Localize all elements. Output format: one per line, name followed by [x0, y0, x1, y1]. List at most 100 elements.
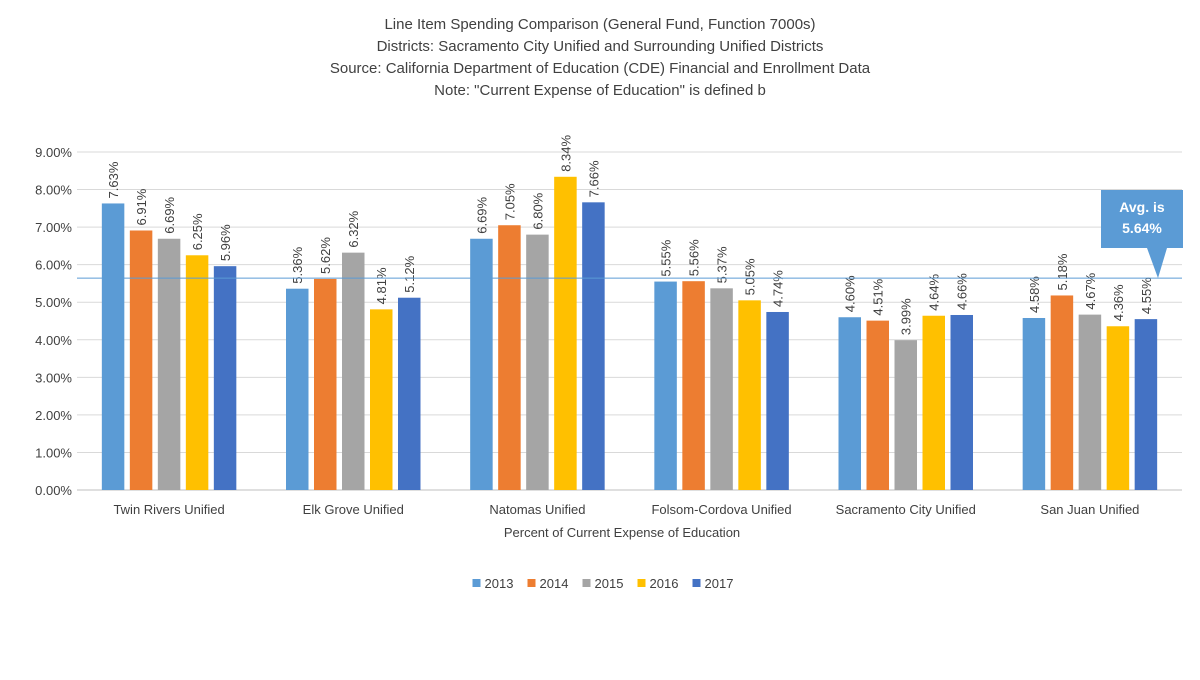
bar [498, 225, 521, 490]
legend-swatch [692, 579, 701, 587]
bar-value-label: 4.66% [955, 273, 970, 310]
x-tick-label: Folsom-Cordova Unified [651, 502, 791, 517]
average-callout-label: Avg. is [1119, 199, 1165, 215]
bar-value-label: 4.74% [771, 270, 786, 307]
y-tick-label: 4.00% [35, 333, 72, 348]
bars [101, 176, 1158, 491]
title-line-2: Districts: Sacramento City Unified and S… [377, 38, 824, 55]
bar-value-label: 5.37% [715, 246, 730, 283]
bar-value-label: 5.05% [743, 258, 758, 295]
bar [342, 252, 365, 490]
legend-swatch [527, 579, 536, 587]
bar [1078, 314, 1102, 490]
y-tick-label: 1.00% [35, 445, 72, 460]
y-tick-label: 6.00% [35, 258, 72, 273]
legend-label: 2015 [595, 576, 624, 591]
bar [526, 234, 549, 490]
bar [554, 176, 577, 490]
bar-value-label: 5.55% [659, 239, 674, 276]
bar [101, 203, 125, 490]
data-labels: 7.63% 6.91% 6.69% 6.25% 5.96% 5.36% 5.62% 6.32%… [106, 134, 1154, 335]
x-tick-label: Sacramento City Unified [836, 502, 976, 517]
x-tick-label: Twin Rivers Unified [113, 502, 224, 517]
bar-value-label: 7.63% [106, 161, 121, 198]
legend: 2013 2014 2015 2016 2017 [472, 576, 734, 591]
average-line-group: Avg. is 5.64% [77, 190, 1183, 279]
bar [1022, 317, 1046, 490]
bar-value-label: 5.36% [290, 246, 305, 283]
bar [838, 317, 861, 490]
bar [582, 202, 605, 490]
bar [213, 266, 237, 490]
bar [1050, 295, 1074, 490]
title-line-3: Source: California Department of Educati… [330, 60, 871, 77]
bar-value-label: 3.99% [899, 298, 914, 335]
bar-value-label: 6.69% [474, 196, 489, 233]
bar-value-label: 5.96% [218, 224, 233, 261]
y-tick-label: 8.00% [35, 183, 72, 198]
legend-label: 2014 [540, 576, 569, 591]
bar-value-label: 7.05% [502, 183, 517, 220]
x-axis: Twin Rivers Unified Elk Grove Unified Nato… [113, 502, 1139, 517]
bar-value-label: 7.66% [586, 160, 601, 197]
legend-swatch [472, 579, 481, 587]
bar [738, 300, 761, 490]
legend-swatch [582, 579, 591, 587]
average-callout [1101, 190, 1183, 279]
bar [894, 340, 917, 490]
y-axis: 0.00% 1.00% 2.00% 3.00% 4.00% 5.00% 6.00% 7.00%… [35, 145, 72, 498]
bar-value-label: 4.64% [927, 273, 942, 310]
y-tick-label: 0.00% [35, 483, 72, 498]
bar [654, 281, 677, 490]
bar [866, 320, 889, 490]
bar [470, 238, 493, 490]
bar-value-label: 4.58% [1027, 276, 1042, 313]
bar [157, 238, 181, 490]
x-tick-label: Elk Grove Unified [303, 502, 404, 517]
bar-value-label: 5.12% [402, 255, 417, 292]
bar [370, 309, 393, 490]
average-callout-label: 5.64% [1122, 220, 1162, 236]
legend-label: 2017 [705, 576, 734, 591]
bar-value-label: 8.34% [558, 134, 573, 171]
bar-value-label: 4.67% [1083, 272, 1098, 309]
bar-value-label: 4.51% [871, 278, 886, 315]
chart-title: Line Item Spending Comparison (General F… [330, 16, 871, 99]
bar-value-label: 5.56% [687, 239, 702, 276]
x-tick-label: Natomas Unified [489, 502, 585, 517]
bar [710, 288, 733, 490]
bar-value-label: 4.60% [843, 275, 858, 312]
bar [185, 255, 209, 490]
y-tick-label: 3.00% [35, 370, 72, 385]
x-axis-title: Percent of Current Expense of Education [504, 525, 740, 540]
y-tick-label: 9.00% [35, 145, 72, 160]
bar-value-label: 6.69% [162, 196, 177, 233]
legend-label: 2013 [485, 576, 514, 591]
bar [682, 281, 705, 490]
bar-value-label: 4.81% [374, 267, 389, 304]
x-tick-label: San Juan Unified [1040, 502, 1139, 517]
bar [129, 230, 153, 491]
bar [314, 278, 337, 490]
title-line-1: Line Item Spending Comparison (General F… [384, 16, 815, 33]
bar-value-label: 6.91% [134, 188, 149, 225]
bar-value-label: 5.62% [318, 237, 333, 274]
bar [1106, 326, 1130, 490]
bar [766, 311, 789, 490]
bar [922, 315, 945, 490]
bar-value-label: 6.25% [190, 213, 205, 250]
title-line-4: Note: "Current Expense of Education" is … [434, 82, 766, 99]
bar-value-label: 4.36% [1111, 284, 1126, 321]
bar-value-label: 6.80% [530, 192, 545, 229]
y-tick-label: 5.00% [35, 295, 72, 310]
bar [950, 314, 973, 490]
bar-value-label: 5.18% [1055, 253, 1070, 290]
bar-value-label: 4.55% [1139, 277, 1154, 314]
bar [286, 288, 309, 490]
legend-swatch [637, 579, 646, 587]
bar [398, 297, 421, 490]
y-tick-label: 2.00% [35, 408, 72, 423]
legend-label: 2016 [650, 576, 679, 591]
